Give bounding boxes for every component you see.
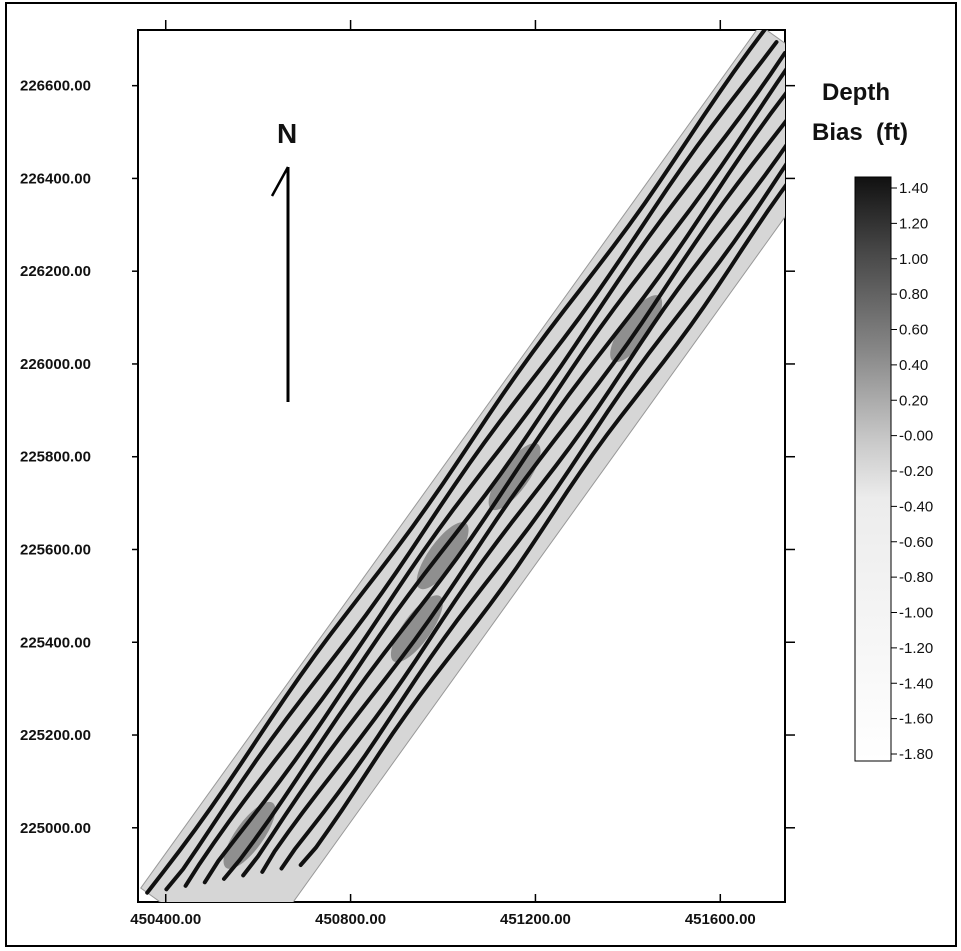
colorbar-tick-label: -0.00 — [899, 428, 933, 445]
x-tick-label: 450800.00 — [315, 911, 386, 928]
colorbar-title-line1: Depth — [822, 79, 890, 106]
colorbar-tick-label: -1.40 — [899, 675, 933, 692]
swath-line — [279, 162, 785, 871]
colorbar — [854, 176, 892, 762]
swath-line — [202, 67, 785, 885]
colorbar-ticks: 1.40 1.20 1.00 0.80 0.60 0.40 0.20 -0.00 -0.20 -0… — [891, 180, 933, 763]
y-tick-label: 225400.00 — [20, 634, 91, 651]
y-tick-label: 225800.00 — [20, 449, 91, 466]
bias-patch — [390, 595, 443, 663]
y-tick-label: 226600.00 — [20, 78, 91, 95]
swath-line — [183, 51, 785, 888]
colorbar-tick-label: 1.00 — [899, 251, 928, 268]
y-tick-label: 226200.00 — [20, 263, 91, 280]
swath-line — [164, 40, 779, 892]
y-tick-label: 225200.00 — [20, 727, 91, 744]
y-tick-label: 225600.00 — [20, 541, 91, 558]
swath-line — [241, 119, 785, 878]
swath-line — [145, 30, 767, 895]
bias-patch — [416, 522, 469, 590]
colorbar-tick-label: 1.40 — [899, 180, 928, 197]
colorbar-tick-label: -0.40 — [899, 498, 933, 515]
colorbar-tick-label: 0.60 — [899, 322, 928, 339]
band-fill — [140, 30, 785, 902]
colorbar-tick-label: -1.20 — [899, 640, 933, 657]
bias-patch — [223, 801, 276, 869]
outer-frame — [5, 2, 957, 947]
colorbar-tick-label: -1.80 — [899, 746, 933, 763]
swath-line — [222, 91, 785, 881]
colorbar-tick-label: -1.60 — [899, 711, 933, 728]
colorbar-tick-label: -1.00 — [899, 605, 933, 622]
x-tick-label: 451600.00 — [685, 911, 756, 928]
y-tick-label: 226400.00 — [20, 170, 91, 187]
survey-band — [140, 30, 785, 902]
colorbar-title-line2: Bias (ft) — [812, 119, 908, 146]
swath-line — [298, 183, 785, 867]
north-arrow-head — [270, 166, 290, 197]
x-tick-label: 450400.00 — [130, 911, 201, 928]
colorbar-tick-label: 0.20 — [899, 392, 928, 409]
colorbar-tick-label: -0.80 — [899, 569, 933, 586]
swath-line — [260, 143, 785, 874]
north-arrow: N — [270, 118, 297, 402]
colorbar-tick-label: 1.20 — [899, 215, 928, 232]
north-label: N — [277, 118, 297, 149]
colorbar-tick-label: 0.80 — [899, 286, 928, 303]
colorbar-tick-label: 0.40 — [899, 357, 928, 374]
y-tick-label: 226000.00 — [20, 356, 91, 373]
y-tick-label: 225000.00 — [20, 820, 91, 837]
colorbar-tick-label: -0.20 — [899, 463, 933, 480]
colorbar-tick-label: -0.60 — [899, 534, 933, 551]
x-tick-label: 451200.00 — [500, 911, 571, 928]
axes: 450400.00 450800.00 451200.00 451600.00 2250… — [20, 20, 795, 928]
